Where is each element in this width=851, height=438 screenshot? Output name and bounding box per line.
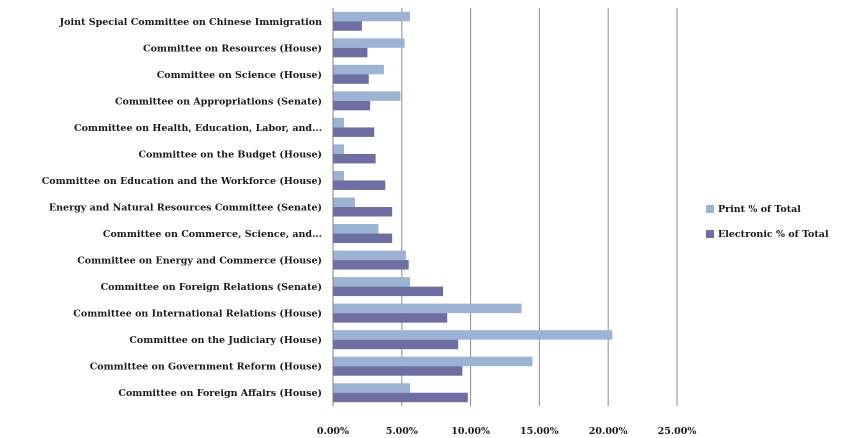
bar-electronic (333, 392, 468, 403)
category-label: Committee on Foreign Relations (Senate) (101, 282, 322, 293)
category-label: Joint Special Committee on Chinese Immig… (59, 17, 322, 28)
category-label: Committee on Science (House) (157, 70, 322, 81)
bar-print (333, 356, 533, 367)
category-label: Committee on Resources (House) (143, 43, 322, 54)
bar-electronic (333, 207, 393, 217)
category-label: Committee on Health, Education, Labor, a… (74, 123, 322, 134)
legend-swatch-print (706, 205, 714, 213)
bar-print (333, 91, 401, 101)
category-label: Committee on the Budget (House) (138, 149, 322, 160)
bar-electronic (333, 21, 362, 31)
bar-print (333, 330, 613, 340)
legend-swatch-electronic (706, 230, 714, 238)
category-label: Committee on Appropriations (Senate) (115, 96, 322, 107)
x-tick-label: 20.00% (589, 426, 628, 437)
category-label: Committee on the Judiciary (House) (129, 335, 322, 346)
x-tick-label: 0.00% (317, 426, 349, 437)
category-label: Committee on Education and the Workforce… (42, 176, 322, 187)
category-label: Committee on International Relations (Ho… (73, 309, 322, 320)
bar-electronic (333, 100, 371, 111)
bar-print (333, 383, 411, 393)
category-label: Committee on Energy and Commerce (House) (77, 256, 322, 267)
bar-print (333, 277, 411, 287)
bar-print (333, 38, 405, 48)
bar-print (333, 197, 356, 207)
bar-electronic (333, 74, 369, 84)
bar-electronic (333, 233, 393, 244)
legend: Print % of Total Electronic % of Total (706, 204, 829, 240)
bar-print (333, 250, 406, 261)
x-tick-label: 5.00% (386, 426, 418, 437)
bar-print (333, 303, 522, 314)
bar-electronic (333, 286, 444, 297)
bar-electronic (333, 127, 375, 137)
bar-electronic (333, 260, 409, 270)
bar-electronic (333, 339, 459, 350)
bar-print (333, 11, 411, 22)
category-labels: Joint Special Committee on Chinese Immig… (42, 17, 322, 399)
bars (333, 11, 613, 403)
legend-label-print: Print % of Total (718, 204, 801, 215)
bar-print (333, 224, 379, 234)
bar-electronic (333, 180, 386, 190)
bar-electronic (333, 313, 448, 323)
bar-electronic (333, 47, 368, 58)
category-label: Energy and Natural Resources Committee (… (49, 203, 322, 214)
bar-print (333, 64, 384, 75)
legend-label-electronic: Electronic % of Total (718, 229, 829, 240)
x-tick-label: 15.00% (520, 426, 559, 437)
bar-electronic (333, 153, 376, 164)
bar-electronic (333, 366, 463, 376)
x-tick-label: 10.00% (451, 426, 490, 437)
category-label: Committee on Government Reform (House) (90, 362, 322, 373)
category-label: Committee on Commerce, Science, and... (103, 229, 322, 240)
category-label: Committee on Foreign Affairs (House) (118, 388, 322, 399)
bar-print (333, 144, 345, 154)
bar-print (333, 170, 345, 181)
x-axis-tick-labels: 0.00% 5.00% 10.00% 15.00% 20.00% 25.00% (317, 426, 696, 437)
bar-print (333, 117, 345, 128)
x-tick-label: 25.00% (658, 426, 697, 437)
